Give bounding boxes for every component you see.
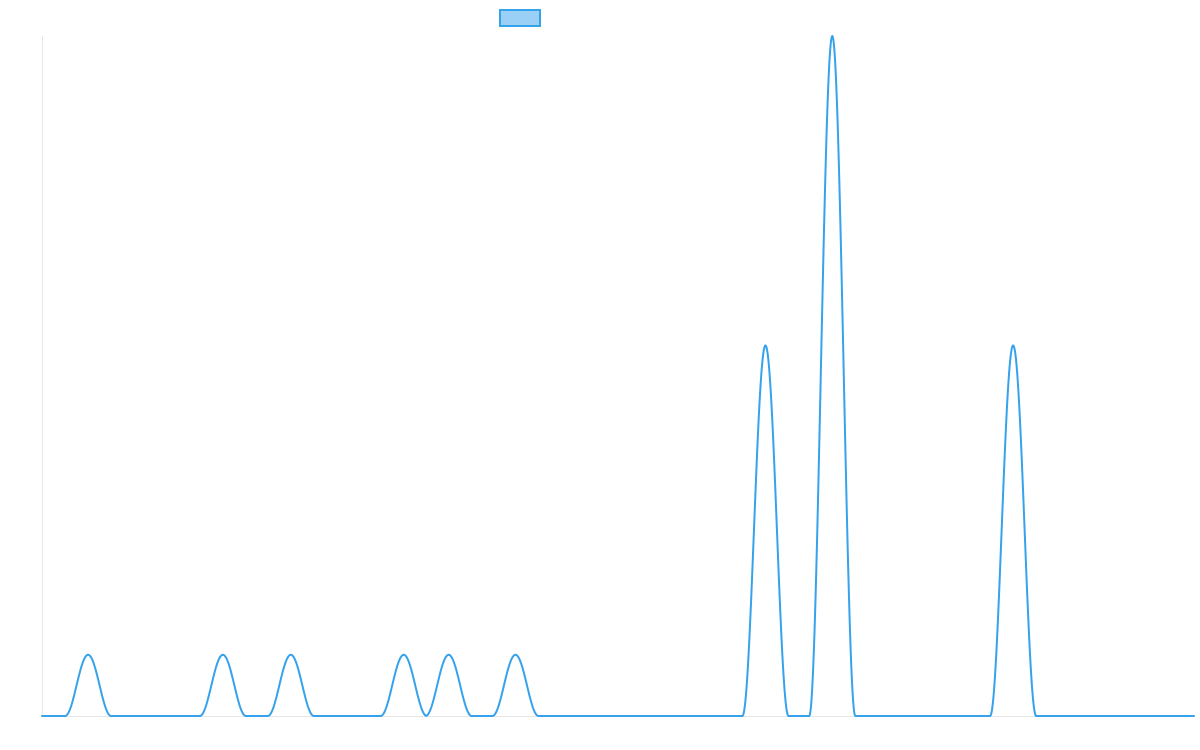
data-point-peak-3[interactable] [400, 651, 408, 659]
data-point-peak-0[interactable] [84, 651, 92, 659]
legend-swatch[interactable] [499, 9, 541, 27]
data-point-peak-5[interactable] [511, 651, 519, 659]
data-point-peak-8[interactable] [1009, 341, 1017, 349]
data-point-peak-2[interactable] [287, 651, 295, 659]
data-point-peak-4[interactable] [445, 651, 453, 659]
series-group [41, 32, 1195, 717]
series-line-0 [41, 35, 1195, 717]
data-point-peak-7[interactable] [828, 32, 836, 40]
data-point-peak-6[interactable] [761, 341, 769, 349]
data-point-peak-1[interactable] [219, 651, 227, 659]
